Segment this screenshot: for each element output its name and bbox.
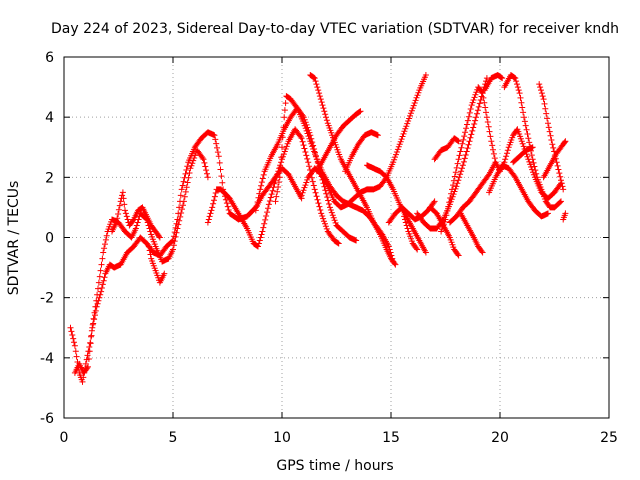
series-arc11 xyxy=(342,129,381,175)
series-arc24 xyxy=(510,144,536,166)
plus-markers xyxy=(446,159,499,226)
series-arc4 xyxy=(146,243,168,286)
x-axis-title: GPS time / hours xyxy=(276,458,393,474)
series-arc14 xyxy=(401,213,421,253)
x-tick-label: 15 xyxy=(382,430,400,446)
plus-markers xyxy=(401,213,421,253)
y-tick-label: -6 xyxy=(40,411,54,427)
data-points xyxy=(67,72,569,385)
plus-markers xyxy=(431,135,462,163)
series-arc17 xyxy=(431,135,462,163)
plus-markers xyxy=(313,108,364,175)
plus-markers xyxy=(540,138,569,181)
y-tick-label: -2 xyxy=(40,291,54,307)
x-tick-label: 0 xyxy=(60,430,69,446)
series-arc18 xyxy=(438,84,564,235)
series-arc19 xyxy=(446,159,499,226)
y-tick-label: 2 xyxy=(45,170,54,186)
y-axis-title: SDTVAR / TECUs xyxy=(6,181,22,296)
series-arc3 xyxy=(109,189,163,241)
chart-title: Day 224 of 2023, Sidereal Day-to-day VTE… xyxy=(51,21,619,37)
series-arc23 xyxy=(501,72,564,211)
y-tick-label: 4 xyxy=(45,110,54,126)
y-tick-label: 0 xyxy=(45,231,54,247)
plus-markers xyxy=(438,84,564,235)
axis-ticks xyxy=(63,56,610,419)
x-tick-labels: 0 5 10 15 20 25 xyxy=(60,430,618,446)
y-tick-label: 6 xyxy=(45,50,54,66)
series-arc21 xyxy=(481,72,506,94)
series-arc27 xyxy=(560,210,569,223)
plus-markers xyxy=(457,210,486,256)
y-tick-label: -4 xyxy=(40,351,54,367)
series-arc22 xyxy=(486,162,551,220)
x-tick-label: 20 xyxy=(491,430,509,446)
plus-markers xyxy=(501,72,564,211)
y-tick-labels: -6 -4 -2 0 2 4 6 xyxy=(40,50,54,427)
series-arc26 xyxy=(540,138,569,181)
x-tick-label: 5 xyxy=(169,430,178,446)
series-arc20 xyxy=(457,210,486,256)
plus-markers xyxy=(486,162,551,220)
plus-markers xyxy=(510,144,536,166)
plus-markers xyxy=(560,210,569,223)
plus-markers xyxy=(342,129,381,175)
x-tick-label: 25 xyxy=(600,430,618,446)
plus-markers xyxy=(146,243,168,286)
plus-markers xyxy=(481,72,506,94)
plus-markers xyxy=(109,189,163,241)
series-arc8 xyxy=(298,72,429,211)
plus-markers xyxy=(298,72,429,211)
series-arc10 xyxy=(313,108,364,175)
x-tick-label: 10 xyxy=(273,430,291,446)
